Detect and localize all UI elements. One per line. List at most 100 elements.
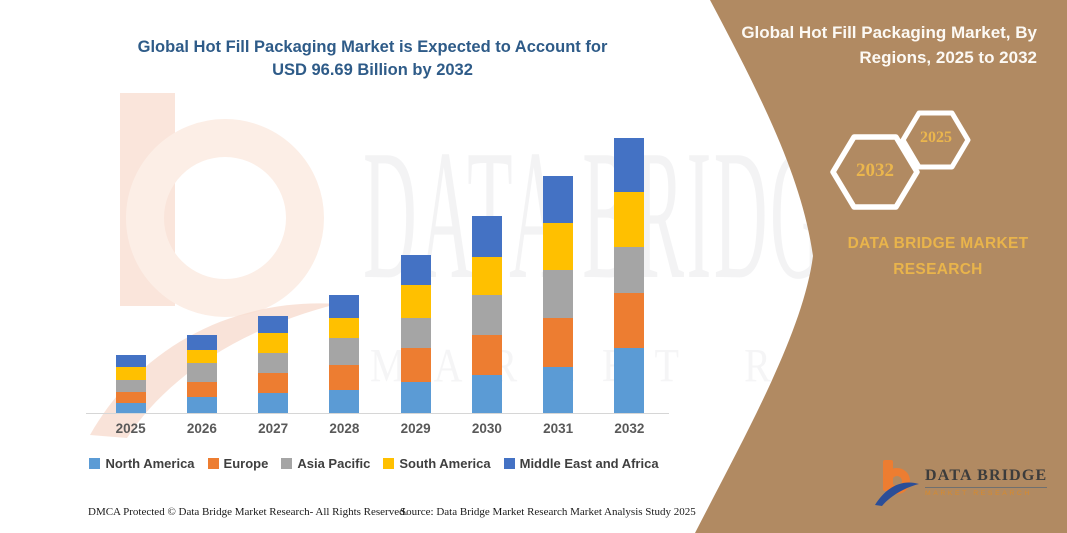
bar-segment <box>543 367 574 413</box>
footer-source-text: Source: Data Bridge Market Research Mark… <box>400 506 696 518</box>
legend-swatch-icon <box>207 458 219 469</box>
bar-segment <box>543 176 574 224</box>
chart-legend: North America Europe Asia Pacific South Ame… <box>78 456 670 471</box>
x-axis-label: 2027 <box>258 421 289 436</box>
panel-title-line1: Global Hot Fill Packaging Market, By <box>741 23 1037 42</box>
legend-swatch-icon <box>89 458 101 469</box>
watermark-b-logo-icon <box>90 93 337 438</box>
bar-segment <box>400 255 431 286</box>
bar-segment <box>115 367 146 381</box>
bar-segment <box>471 374 502 413</box>
bar-segment <box>115 392 146 404</box>
bar-segment <box>471 294 502 335</box>
bar-segment <box>258 333 289 354</box>
watermark-b-bowl <box>126 119 324 317</box>
bar-slot <box>309 117 380 413</box>
bar-segment <box>258 373 289 394</box>
databridge-logo: DATA BRIDGE MARKET RESEARCH <box>874 460 1048 508</box>
bar-segment <box>329 318 360 338</box>
legend-label: Asia Pacific <box>297 456 371 471</box>
bar-slot <box>594 117 665 413</box>
stacked-bar-2031 <box>543 176 574 413</box>
bar-segment <box>329 295 360 319</box>
x-axis-label: 2026 <box>186 421 217 436</box>
legend-label: North America <box>105 456 195 471</box>
chart-title-line2: USD 96.69 Billion by 2032 <box>272 61 473 79</box>
bar-segment <box>543 223 574 271</box>
bar-segment <box>614 247 645 294</box>
bar-segment <box>115 355 146 368</box>
legend-item: South America <box>383 456 491 471</box>
bar-segment <box>115 403 146 413</box>
hexagon-2032-label: 2032 <box>856 160 894 181</box>
x-axis-line <box>86 413 669 414</box>
bar-segment <box>400 318 431 348</box>
bar-segment <box>471 256 502 295</box>
brand-line2: RESEARCH <box>893 261 983 278</box>
brand-block: DATA BRIDGE MARKET RESEARCH <box>826 231 1050 283</box>
bar-segment <box>186 363 217 383</box>
bar-segment <box>115 380 146 393</box>
bar-slot <box>523 117 594 413</box>
bar-segment <box>329 390 360 413</box>
legend-item: Middle East and Africa <box>503 456 659 471</box>
bar-segment <box>614 348 645 413</box>
bar-segment <box>471 334 502 375</box>
logo-title: DATA BRIDGE <box>925 467 1048 488</box>
bar-segment <box>400 382 431 413</box>
x-axis-label: 2031 <box>543 421 574 436</box>
x-axis-label: 2028 <box>329 421 360 436</box>
x-axis-labels: 2025 2026 2027 2028 2029 2030 2031 2032 <box>95 421 665 436</box>
bar-slot <box>380 117 451 413</box>
legend-swatch-icon <box>383 458 395 469</box>
stacked-bar-2030 <box>471 215 502 413</box>
stacked-bar-2026 <box>186 335 217 413</box>
legend-swatch-icon <box>281 458 293 469</box>
chart-title: Global Hot Fill Packaging Market is Expe… <box>85 36 660 82</box>
legend-label: South America <box>399 456 491 471</box>
legend-swatch-icon <box>503 458 515 469</box>
bar-segment <box>400 285 431 319</box>
x-axis-label: 2025 <box>115 421 146 436</box>
stacked-bar-2032 <box>614 138 645 413</box>
bar-segment <box>543 270 574 319</box>
bar-segment <box>186 397 217 413</box>
bar-slot <box>95 117 166 413</box>
hexagon-2025-label: 2025 <box>920 129 952 146</box>
bar-segment <box>614 192 645 248</box>
legend-label: Middle East and Africa <box>519 456 659 471</box>
panel-title-line2: Regions, 2025 to 2032 <box>859 48 1037 67</box>
footer-dmca-text: DMCA Protected © Data Bridge Market Rese… <box>88 506 408 518</box>
bar-chart-plot-area <box>95 117 665 413</box>
bar-segment <box>186 335 217 351</box>
bar-segment <box>258 315 289 334</box>
bar-segment <box>614 293 645 348</box>
legend-label: Europe <box>223 456 269 471</box>
bar-segment <box>329 365 360 390</box>
stacked-bar-2028 <box>329 295 360 413</box>
bar-slot <box>166 117 237 413</box>
legend-item: North America <box>89 456 195 471</box>
stacked-bar-2025 <box>115 355 146 413</box>
bar-segment <box>543 318 574 367</box>
bar-segment <box>329 338 360 365</box>
chart-title-line1: Global Hot Fill Packaging Market is Expe… <box>137 38 608 56</box>
x-axis-label: 2030 <box>471 421 502 436</box>
x-axis-label: 2029 <box>400 421 431 436</box>
logo-text: DATA BRIDGE MARKET RESEARCH <box>925 467 1048 497</box>
bar-segment <box>471 215 502 257</box>
brand-line1: DATA BRIDGE MARKET <box>847 235 1029 252</box>
x-axis-label: 2032 <box>614 421 645 436</box>
stacked-bar-2027 <box>258 315 289 413</box>
bar-segment <box>614 138 645 193</box>
bar-segment <box>400 347 431 382</box>
bar-segment <box>186 382 217 398</box>
watermark-swoosh <box>90 303 337 438</box>
legend-item: Asia Pacific <box>281 456 370 471</box>
panel-title: Global Hot Fill Packaging Market, By Reg… <box>737 20 1037 70</box>
logo-tagline: MARKET RESEARCH <box>925 490 1032 497</box>
bar-slot <box>451 117 522 413</box>
bar-slot <box>238 117 309 413</box>
legend-item: Europe <box>207 456 269 471</box>
